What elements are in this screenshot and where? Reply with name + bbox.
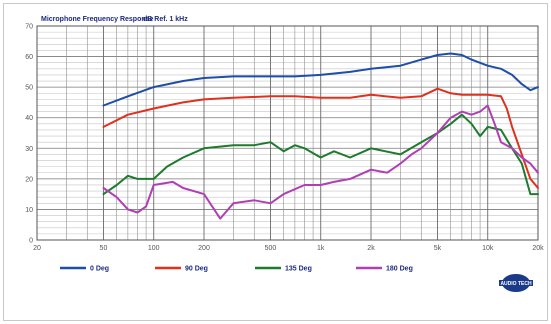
- series-line-2: [102, 87, 539, 189]
- x-tick-label: 50: [100, 245, 108, 252]
- legend-label: 180 Deg: [386, 266, 413, 273]
- x-tick-label: 20: [33, 245, 41, 252]
- logo-band: [499, 280, 533, 286]
- x-tick-label: 1k: [317, 245, 325, 252]
- series-line-3: [102, 113, 539, 196]
- x-tick-label: 20k: [532, 245, 544, 252]
- y-tick-label: 0: [29, 238, 33, 245]
- x-tick-label: 100: [148, 245, 160, 252]
- x-tick-label: 5k: [434, 245, 442, 252]
- y-tick-label: 40: [25, 115, 33, 122]
- x-tick-label: 500: [265, 245, 277, 252]
- series-line-1: [102, 52, 539, 107]
- x-tick-label: 10k: [482, 245, 494, 252]
- chart-subtitle: dB Ref. 1 kHz: [143, 16, 188, 23]
- logo-text: AUDIO TECH: [500, 281, 532, 287]
- y-tick-label: 20: [25, 176, 33, 183]
- y-tick-label: 70: [25, 24, 33, 31]
- plot-border: [36, 25, 539, 241]
- chart-title: Microphone Frequency Response: [41, 16, 154, 23]
- legend-label: 135 Deg: [285, 266, 312, 273]
- y-tick-label: 60: [25, 54, 33, 61]
- y-tick-label: 50: [25, 85, 33, 92]
- x-tick-label: 2k: [367, 245, 375, 252]
- y-tick-label: 10: [25, 207, 33, 214]
- x-tick-label: 200: [198, 245, 210, 252]
- legend-label: 0 Deg: [90, 266, 109, 273]
- y-tick-label: 30: [25, 146, 33, 153]
- plot-area: [37, 26, 538, 240]
- legend-label: 90 Deg: [185, 266, 208, 273]
- series-line-4: [102, 104, 539, 220]
